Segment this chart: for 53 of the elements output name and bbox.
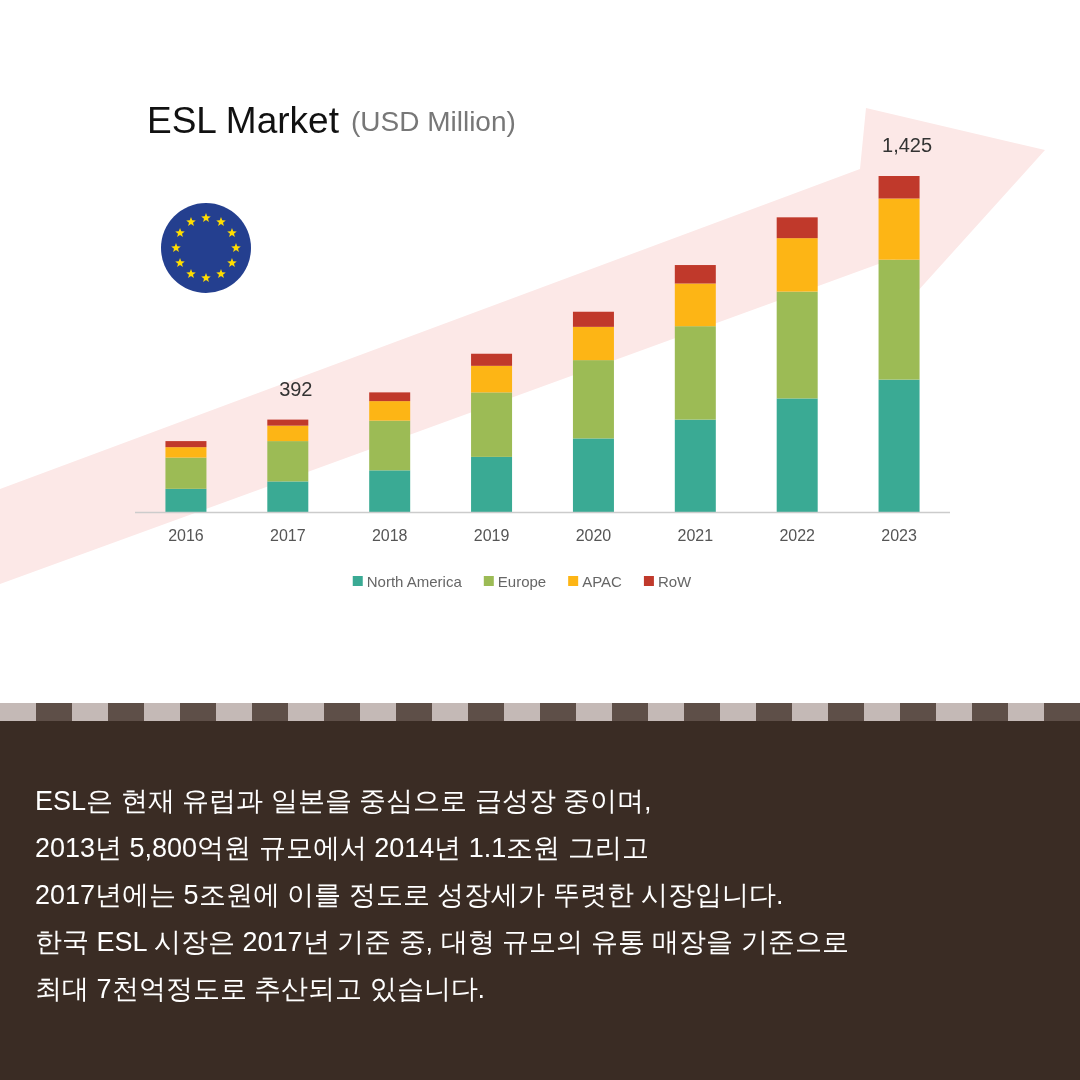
bar bbox=[674, 419, 716, 512]
bar bbox=[165, 457, 207, 489]
legend-label: North America bbox=[366, 572, 463, 590]
bar bbox=[369, 420, 411, 471]
bar bbox=[572, 311, 614, 327]
bar bbox=[471, 392, 513, 457]
bar bbox=[572, 438, 614, 512]
x-tick-label: 2018 bbox=[371, 527, 408, 544]
x-tick-label: 2021 bbox=[677, 527, 714, 544]
legend-label: RoW bbox=[657, 572, 693, 590]
legend-label: Europe bbox=[497, 572, 547, 590]
annotation: 1,425 bbox=[882, 134, 933, 156]
bar bbox=[369, 470, 411, 512]
bar bbox=[878, 176, 920, 199]
bar bbox=[572, 326, 614, 361]
bar bbox=[471, 456, 513, 512]
bar bbox=[267, 441, 309, 482]
x-tick-label: 2020 bbox=[575, 527, 612, 544]
bar bbox=[267, 419, 309, 426]
bar bbox=[878, 259, 920, 380]
text: 최대 7천억정도로 추산되고 있습니다. bbox=[35, 974, 486, 1004]
text: ESL은 현재 유럽과 일본을 중심으로 급성장 중이며, bbox=[35, 786, 652, 816]
bar bbox=[165, 488, 207, 512]
bar bbox=[674, 326, 716, 420]
bar bbox=[369, 392, 411, 402]
x-tick-label: 2016 bbox=[168, 527, 204, 544]
text: 한국 ESL 시장은 2017년 기준 중, 대형 규모의 유통 매장을 기준으로 bbox=[35, 927, 849, 957]
annotation: 392 bbox=[279, 377, 313, 400]
x-tick-label: 2019 bbox=[473, 527, 510, 544]
bar bbox=[471, 365, 513, 393]
bar bbox=[369, 401, 411, 421]
bar bbox=[776, 238, 818, 292]
bar bbox=[878, 379, 920, 512]
text: 2017년에는 5조원에 이를 정도로 성장세가 뚜렷한 시장입니다. bbox=[35, 880, 784, 910]
x-tick-label: 2022 bbox=[779, 527, 816, 544]
x-tick-label: 2017 bbox=[270, 527, 306, 544]
bar bbox=[776, 217, 818, 239]
bar bbox=[267, 425, 309, 442]
bar bbox=[776, 398, 818, 512]
bar bbox=[165, 441, 207, 448]
bar bbox=[267, 481, 309, 512]
text: 2013년 5,800억원 규모에서 2014년 1.1조원 그리고 bbox=[35, 833, 649, 863]
bar bbox=[471, 353, 513, 366]
bar bbox=[776, 291, 818, 399]
bar bbox=[165, 447, 207, 458]
legend-label: APAC bbox=[582, 572, 623, 590]
chart-title: ESL Market bbox=[147, 100, 340, 141]
bar bbox=[674, 265, 716, 284]
bar bbox=[878, 198, 920, 260]
x-tick-label: 2023 bbox=[881, 527, 917, 544]
bar bbox=[572, 360, 614, 439]
bar bbox=[674, 283, 716, 327]
chart-subtitle: (USD Million) bbox=[350, 106, 516, 137]
